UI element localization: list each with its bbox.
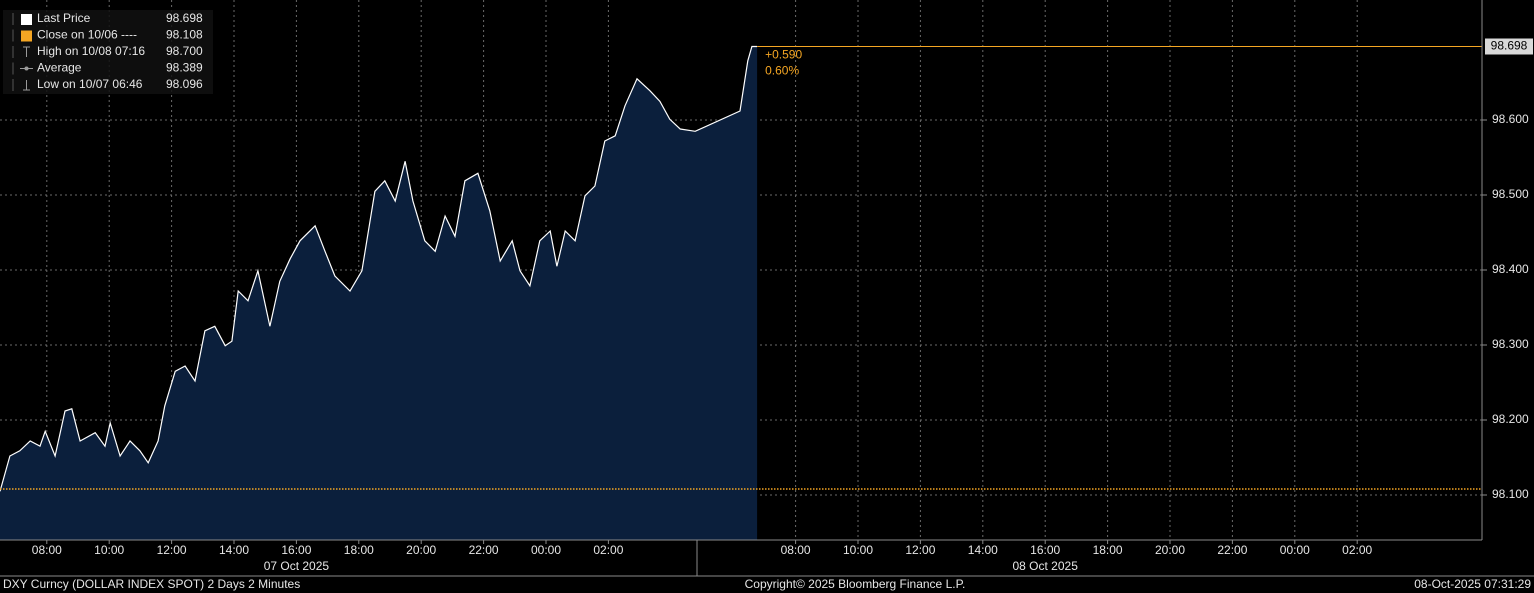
legend-value: 98.700: [166, 44, 203, 58]
x-tick-label: 18:00: [1093, 543, 1123, 557]
date-label: 08 Oct 2025: [1013, 559, 1079, 573]
legend-icon: [21, 30, 32, 42]
x-tick-label: 14:00: [219, 543, 249, 557]
legend-value: 98.096: [166, 77, 203, 91]
legend-label: Average: [37, 61, 82, 75]
footer-right: 08-Oct-2025 07:31:29: [1414, 577, 1531, 591]
y-tick-label: 98.500: [1492, 187, 1529, 201]
x-tick-label: 22:00: [1217, 543, 1247, 557]
y-tick-label: 98.200: [1492, 412, 1529, 426]
legend-background: [3, 10, 213, 94]
y-tick-label: 98.600: [1492, 112, 1529, 126]
x-tick-label: 00:00: [1280, 543, 1310, 557]
x-tick-label: 08:00: [781, 543, 811, 557]
x-tick-label: 22:00: [469, 543, 499, 557]
plot-layer: +0.590 0.60%: [0, 45, 1482, 540]
legend: Last Price 98.698 Close on 10/06 ---- 98.10…: [3, 10, 213, 94]
x-tick-label: 00:00: [531, 543, 561, 557]
legend-icon: [24, 66, 29, 71]
last-value-label: 98.698: [1491, 39, 1528, 53]
x-tick-label: 10:00: [843, 543, 873, 557]
change-annotation: 0.60%: [765, 64, 799, 78]
legend-value: 98.389: [166, 61, 203, 75]
legend-value: 98.698: [166, 11, 203, 25]
legend-label: Close on 10/06 ----: [37, 28, 137, 42]
x-tick-label: 20:00: [406, 543, 436, 557]
x-tick-label: 18:00: [344, 543, 374, 557]
footer-left: DXY Curncy (DOLLAR INDEX SPOT) 2 Days 2 …: [3, 577, 300, 591]
legend-label: Low on 10/07 06:46: [37, 77, 143, 91]
x-tick-label: 16:00: [1030, 543, 1060, 557]
legend-label: Last Price: [37, 11, 91, 25]
x-tick-label: 16:00: [281, 543, 311, 557]
legend-value: 98.108: [166, 28, 203, 42]
axis-layer: 98.100 98.200 98.300 98.400 98.500 98.600 08:0…: [32, 38, 1533, 573]
area-fill: [0, 46, 758, 540]
y-tick-label: 98.300: [1492, 337, 1529, 351]
y-tick-label: 98.400: [1492, 262, 1529, 276]
x-tick-label: 12:00: [157, 543, 187, 557]
legend-label: High on 10/08 07:16: [37, 44, 145, 58]
legend-icon: [21, 14, 32, 25]
x-tick-label: 08:00: [32, 543, 62, 557]
x-tick-label: 20:00: [1155, 543, 1185, 557]
x-tick-label: 12:00: [905, 543, 935, 557]
x-tick-label: 02:00: [593, 543, 623, 557]
last-value-box: [1485, 38, 1533, 55]
footer-center: Copyright© 2025 Bloomberg Finance L.P.: [745, 577, 966, 591]
date-label: 07 Oct 2025: [264, 559, 330, 573]
x-tick-label: 10:00: [94, 543, 124, 557]
x-tick-label: 14:00: [968, 543, 998, 557]
price-line: [0, 45, 758, 492]
x-tick-label: 02:00: [1342, 543, 1372, 557]
change-annotation: +0.590: [765, 48, 802, 62]
y-tick-label: 98.100: [1492, 487, 1529, 501]
